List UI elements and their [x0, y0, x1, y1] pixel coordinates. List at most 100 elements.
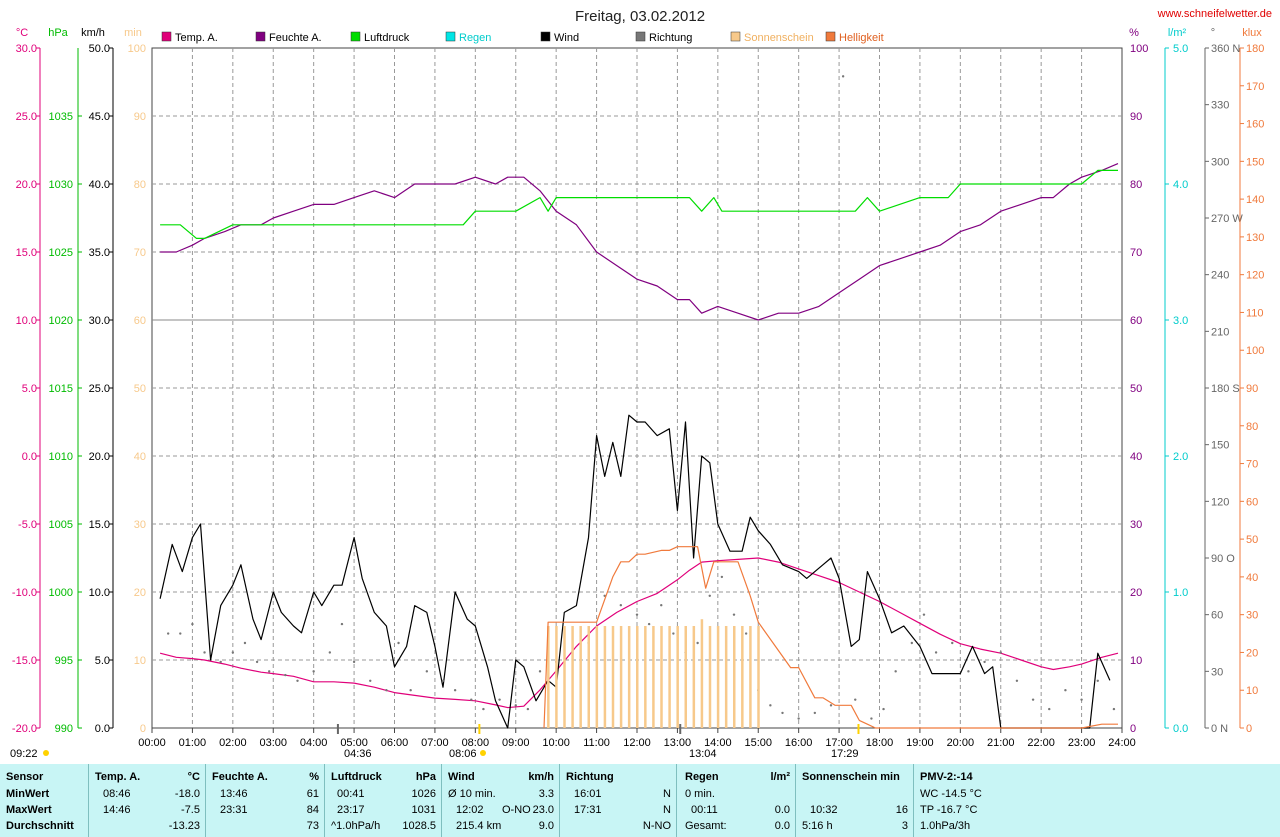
stats-sun-col: Sonnenschein min 10:32 16 5:16 h 3: [795, 764, 914, 837]
unit-pressure: hPa: [48, 27, 68, 39]
x-tick-label: 00:00: [138, 737, 166, 749]
x-tick-label: 11:00: [583, 737, 610, 749]
direction-point: [922, 613, 926, 616]
unit-temp: °C: [16, 27, 28, 39]
stats-sun-max: 16: [895, 804, 908, 816]
series-wind: [159, 414, 1111, 729]
direction-point: [268, 670, 271, 673]
direction-point: [526, 707, 530, 711]
right-axes: 10090807060504030201005.04.03.02.01.00.0…: [1130, 43, 1264, 735]
direction-point: [203, 651, 206, 654]
stats-sun-header: Sonnenschein min: [802, 771, 900, 783]
direction-point: [672, 632, 675, 635]
direction-tick-label: 180 S: [1211, 383, 1240, 395]
direction-point: [841, 75, 845, 78]
sun-tick-label: 60: [134, 315, 146, 327]
x-tick-label: 12:00: [623, 737, 651, 749]
temp-tick-label: -20.0: [12, 723, 37, 735]
stats-wind-max: 23.0: [532, 804, 554, 816]
sun-tick-label: 100: [128, 43, 146, 55]
light-tick-label: 0: [1246, 723, 1252, 735]
direction-point: [409, 689, 412, 692]
stats-pmv-tp: TP -16.7 °C: [920, 804, 978, 816]
stats-pressure-header: Luftdruck: [331, 771, 382, 783]
sunshine-bar: [724, 626, 728, 728]
direction-point: [1080, 698, 1083, 701]
direction-point: [425, 670, 429, 673]
x-tick-label: 08:00: [462, 737, 490, 749]
direction-point: [1096, 679, 1099, 682]
stats-temp-min-time: 08:46: [103, 788, 131, 800]
humidity-tick-label: 20: [1130, 587, 1142, 599]
direction-point: [179, 632, 182, 635]
sunshine-bar: [555, 626, 558, 728]
wind-tick-label: 0.0: [95, 723, 110, 735]
stats-pressure-col: Luftdruck hPa 00:41 1026 23:17 1031 ^1.0hPa…: [324, 764, 442, 837]
sunshine-bar: [587, 626, 590, 728]
direction-point: [385, 689, 388, 692]
direction-point: [441, 679, 445, 682]
x-tick-label: 15:00: [744, 737, 772, 749]
stats-pmv-header: PMV-2:-14: [920, 771, 973, 783]
direction-point: [1031, 698, 1035, 701]
sun-icon-sunrise: [480, 750, 486, 756]
legend-label: Feuchte A.: [269, 32, 322, 44]
direction-tick-label: 300: [1211, 156, 1229, 168]
stats-direction-max-time: 17:31: [574, 804, 602, 816]
stats-pressure-unit: hPa: [415, 771, 436, 783]
direction-point: [219, 660, 222, 664]
direction-point: [514, 704, 517, 707]
sunshine-bar: [741, 626, 744, 728]
light-tick-label: 90: [1246, 383, 1258, 395]
legend-swatch: [825, 31, 836, 42]
pressure-tick-label: 1000: [49, 587, 73, 599]
stats-pressure-min-time: 00:41: [337, 788, 365, 800]
x-tick-label: 21:00: [987, 737, 1015, 749]
stats-rain-max-time: 00:11: [691, 804, 718, 816]
marker-sunrise: 08:06: [449, 748, 477, 760]
light-tick-label: 10: [1246, 685, 1258, 697]
direction-point: [397, 641, 400, 645]
direction-point: [619, 604, 623, 607]
direction-point: [1064, 689, 1067, 692]
direction-point: [312, 670, 315, 673]
direction-point: [732, 613, 736, 616]
legend-label: Wind: [554, 32, 579, 44]
legend-swatch: [161, 31, 172, 42]
rain-tick-label: 0.0: [1173, 723, 1188, 735]
direction-point: [882, 707, 885, 711]
stats-rain-min-label: 0 min.: [685, 788, 715, 800]
x-tick-label: 03:00: [259, 737, 287, 749]
sun-tick-label: 10: [134, 655, 146, 667]
wind-tick-label: 30.0: [89, 315, 110, 327]
stats-wind-header: Wind: [448, 771, 475, 783]
series-richtung: [166, 75, 1116, 720]
humidity-tick-label: 80: [1130, 179, 1142, 191]
light-tick-label: 110: [1246, 307, 1264, 319]
direction-point: [781, 711, 784, 715]
series-temp-a-: [159, 557, 1119, 709]
temp-tick-label: 0.0: [22, 451, 37, 463]
sunshine-bar: [700, 619, 704, 728]
humidity-tick-label: 50: [1130, 383, 1142, 395]
x-axis: 00:00 01:00 02:00 03:00 04:00 05:00 06:00 07:00…: [138, 728, 1136, 749]
stats-rain-total: 0.0: [774, 820, 790, 832]
x-tick-label: 18:00: [866, 737, 894, 749]
sun-tick-label: 50: [134, 383, 146, 395]
direction-point: [854, 698, 857, 701]
direction-point: [482, 707, 485, 711]
humidity-tick-label: 0: [1130, 723, 1136, 735]
direction-point: [166, 632, 170, 635]
stats-humidity-min-time: 13:46: [220, 788, 248, 800]
direction-point: [635, 613, 639, 616]
temp-tick-label: 10.0: [16, 315, 37, 327]
chart-title: Freitag, 03.02.2012: [575, 8, 705, 25]
left-axes: 30.0 25.0 20.0 15.0 10.0 5.0 0.0 -5.0 -10.0 -15.0…: [12, 43, 146, 735]
statistics-panel: Sensor MinWert MaxWert Durchschnitt Temp…: [0, 764, 1280, 837]
series-line: [159, 414, 1111, 729]
sun-tick-label: 90: [134, 111, 146, 123]
sun-icon-start: [43, 750, 49, 756]
x-tick-label: 14:00: [704, 737, 732, 749]
light-tick-label: 50: [1246, 534, 1258, 546]
wind-tick-label: 25.0: [89, 383, 110, 395]
